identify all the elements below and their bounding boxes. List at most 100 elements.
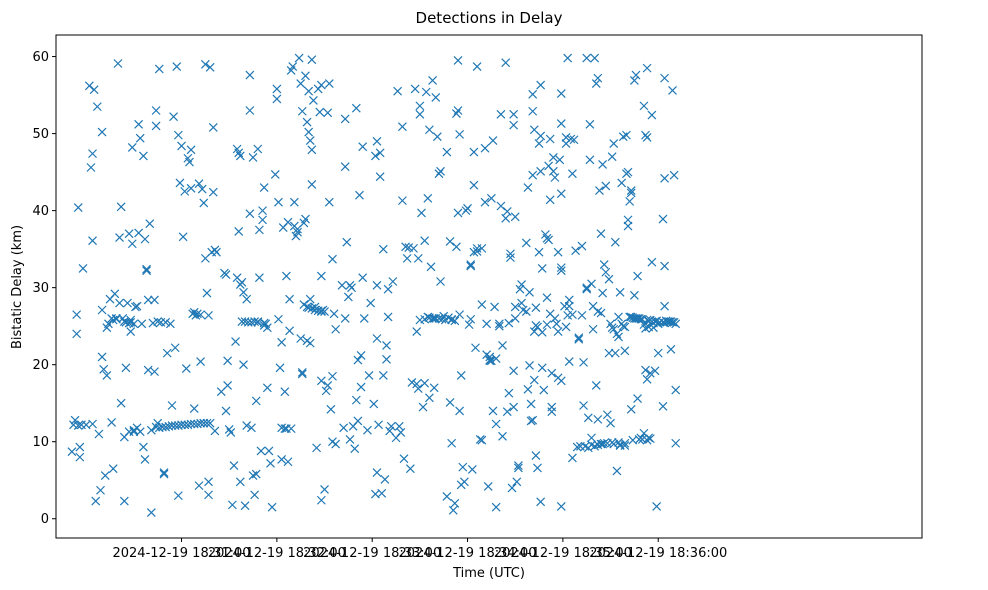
data-point bbox=[208, 123, 218, 132]
data-point bbox=[196, 357, 206, 367]
data-point bbox=[626, 188, 636, 198]
data-point bbox=[488, 406, 498, 416]
data-point bbox=[596, 308, 606, 318]
y-tick-label: 50 bbox=[32, 127, 49, 142]
data-point bbox=[280, 387, 290, 397]
data-point bbox=[606, 418, 615, 428]
data-point bbox=[78, 263, 88, 273]
data-point bbox=[386, 421, 396, 431]
data-point bbox=[652, 501, 662, 511]
data-point bbox=[455, 406, 465, 416]
data-point bbox=[227, 500, 237, 510]
data-point bbox=[331, 439, 341, 449]
data-point bbox=[653, 348, 663, 358]
data-point bbox=[305, 338, 315, 348]
data-point bbox=[177, 141, 186, 151]
data-point bbox=[620, 441, 630, 450]
data-point bbox=[366, 298, 376, 308]
data-point bbox=[323, 381, 333, 390]
data-point bbox=[494, 321, 504, 331]
data-point bbox=[140, 234, 150, 244]
data-point bbox=[285, 294, 295, 304]
data-point bbox=[281, 271, 291, 281]
data-point bbox=[359, 314, 369, 323]
data-point bbox=[513, 461, 523, 471]
data-point bbox=[453, 208, 463, 218]
data-point bbox=[620, 438, 630, 448]
data-point bbox=[509, 120, 519, 130]
data-point bbox=[413, 253, 423, 263]
data-point bbox=[312, 443, 322, 453]
data-point bbox=[436, 166, 445, 176]
data-point bbox=[397, 196, 407, 206]
data-point bbox=[588, 324, 598, 334]
data-point bbox=[564, 357, 574, 367]
data-point bbox=[347, 283, 356, 293]
data-point bbox=[194, 179, 204, 189]
data-point bbox=[506, 253, 515, 263]
data-point bbox=[536, 166, 546, 176]
data-point bbox=[598, 159, 608, 169]
data-point bbox=[145, 219, 155, 229]
data-point bbox=[610, 237, 620, 247]
data-point bbox=[626, 186, 636, 196]
chart-title: Detections in Delay bbox=[416, 9, 563, 27]
data-point bbox=[307, 145, 317, 155]
data-point bbox=[521, 238, 531, 248]
data-point bbox=[550, 173, 560, 182]
data-point bbox=[571, 246, 581, 256]
data-point bbox=[496, 201, 506, 211]
data-point bbox=[297, 369, 307, 379]
data-point bbox=[437, 314, 447, 324]
data-point bbox=[431, 92, 441, 102]
data-point bbox=[397, 122, 407, 132]
data-point bbox=[658, 214, 668, 224]
data-point bbox=[235, 477, 245, 487]
data-point bbox=[324, 197, 334, 207]
data-point bbox=[534, 139, 544, 149]
data-point bbox=[510, 302, 520, 312]
data-point bbox=[240, 501, 250, 511]
data-point bbox=[556, 266, 566, 276]
data-point bbox=[556, 501, 566, 511]
data-point bbox=[531, 451, 541, 461]
data-point bbox=[491, 419, 501, 429]
data-point bbox=[102, 371, 112, 380]
data-point bbox=[350, 444, 360, 454]
data-point bbox=[455, 129, 465, 139]
data-point bbox=[129, 319, 139, 329]
data-point bbox=[372, 280, 382, 290]
data-point bbox=[413, 384, 423, 393]
data-point bbox=[110, 289, 120, 299]
data-point bbox=[418, 402, 428, 412]
data-point bbox=[150, 295, 159, 305]
data-point bbox=[374, 420, 383, 430]
data-point bbox=[259, 318, 269, 328]
data-point bbox=[113, 59, 123, 68]
data-point bbox=[288, 62, 298, 72]
data-point bbox=[629, 76, 639, 85]
data-point bbox=[353, 355, 363, 365]
data-point bbox=[86, 163, 96, 172]
data-point bbox=[235, 151, 245, 161]
data-point bbox=[671, 385, 681, 395]
data-point bbox=[142, 266, 151, 276]
data-point bbox=[567, 169, 577, 179]
data-point bbox=[583, 413, 593, 423]
data-point bbox=[545, 134, 555, 144]
data-point bbox=[587, 279, 596, 289]
data-point bbox=[159, 469, 169, 479]
data-point bbox=[428, 76, 438, 85]
data-point bbox=[585, 119, 595, 129]
data-point bbox=[383, 284, 393, 294]
data-point bbox=[467, 465, 477, 474]
data-point bbox=[237, 277, 247, 287]
data-point bbox=[614, 332, 623, 342]
data-point bbox=[579, 357, 588, 367]
data-point bbox=[550, 314, 560, 323]
data-point bbox=[388, 277, 398, 286]
data-point bbox=[383, 312, 393, 322]
